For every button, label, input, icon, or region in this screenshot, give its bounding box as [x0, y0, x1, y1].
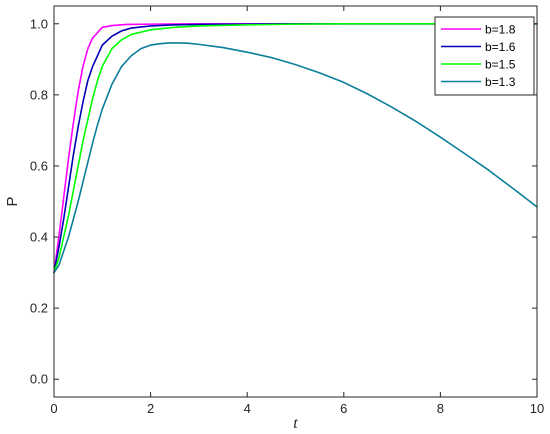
legend-entry-label: b=1.5 [485, 58, 516, 72]
x-tick-label: 2 [147, 401, 154, 416]
legend-entry-label: b=1.6 [485, 40, 516, 54]
series-layer [53, 22, 538, 274]
plot-frame [53, 5, 538, 398]
x-tick-label: 10 [530, 401, 544, 416]
y-tick-label: 0.2 [30, 301, 48, 316]
y-tick-label: 0.6 [30, 158, 48, 173]
series-line-b-1-5 [53, 22, 538, 274]
tick-layer: 0 2 4 6 8 10 0.0 0.2 0.4 0.6 0.8 1.0 [30, 6, 544, 416]
series-line-b-1-3 [53, 42, 538, 274]
y-tick-label: 0.8 [30, 87, 48, 102]
y-tick-label: 0.0 [30, 372, 48, 387]
y-tick-label: 0.4 [30, 230, 48, 245]
x-axis-label: t [293, 415, 298, 432]
legend-entry-label: b=1.3 [485, 75, 516, 89]
x-tick-label: 0 [50, 401, 57, 416]
y-tick-label: 1.0 [30, 16, 48, 31]
x-tick-label: 8 [437, 401, 444, 416]
legend: b=1.8 b=1.6 b=1.5 b=1.3 [434, 16, 535, 96]
x-tick-label: 4 [244, 401, 251, 416]
x-tick-label: 6 [340, 401, 347, 416]
legend-entry-label: b=1.8 [485, 23, 516, 37]
y-axis-label: P [4, 196, 21, 206]
